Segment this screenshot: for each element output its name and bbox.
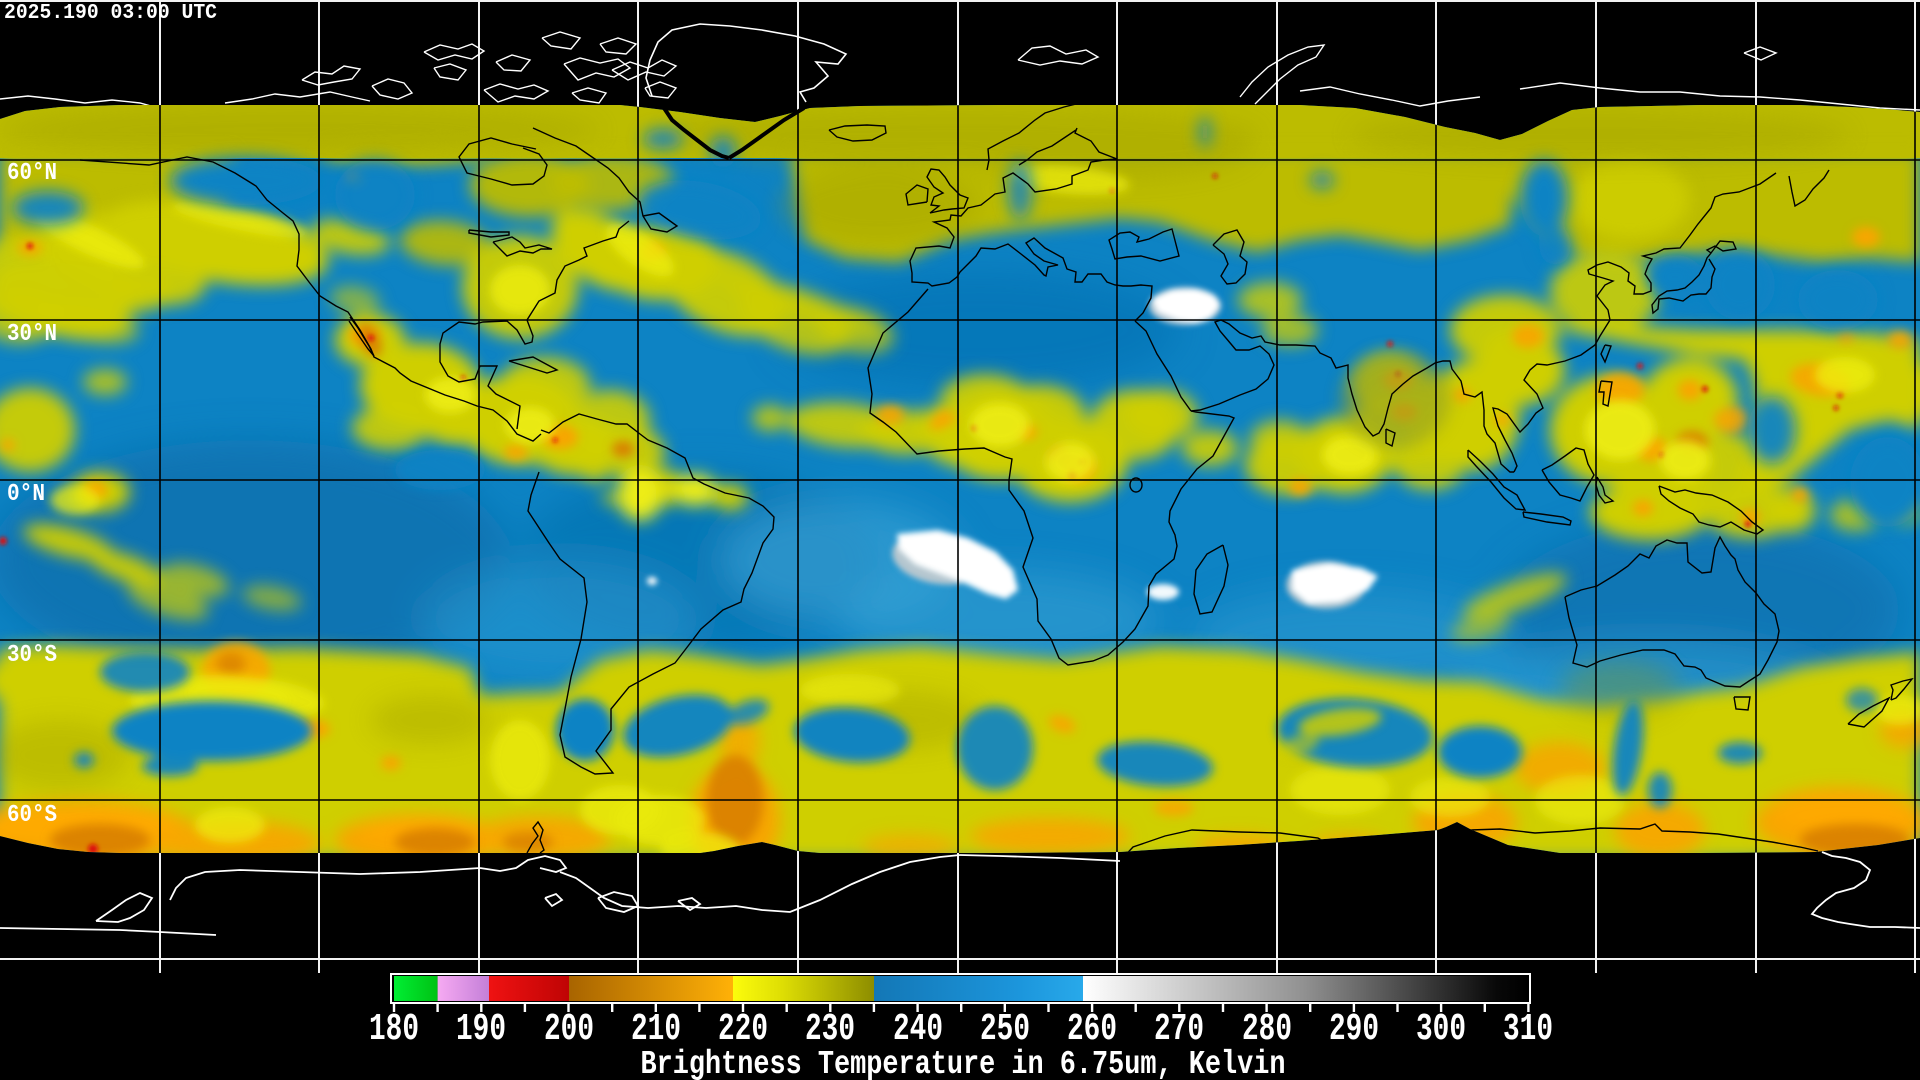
svg-text:310: 310: [1503, 1008, 1553, 1051]
svg-text:200: 200: [544, 1008, 594, 1051]
svg-text:290: 290: [1329, 1008, 1379, 1051]
svg-text:60°N: 60°N: [7, 160, 57, 187]
svg-text:0°N: 0°N: [7, 481, 45, 508]
svg-text:280: 280: [1242, 1008, 1292, 1051]
svg-text:230: 230: [805, 1008, 855, 1051]
svg-text:270: 270: [1154, 1008, 1204, 1051]
svg-text:30°S: 30°S: [7, 642, 57, 669]
svg-text:260: 260: [1067, 1008, 1117, 1051]
svg-text:30°N: 30°N: [7, 321, 57, 348]
svg-text:250: 250: [980, 1008, 1030, 1051]
svg-text:300: 300: [1416, 1008, 1466, 1051]
svg-text:220: 220: [718, 1008, 768, 1051]
svg-text:60°S: 60°S: [7, 802, 57, 829]
svg-text:190: 190: [456, 1008, 506, 1051]
svg-text:240: 240: [893, 1008, 943, 1051]
svg-text:210: 210: [631, 1008, 681, 1051]
svg-text:2025.190 03:00 UTC: 2025.190 03:00 UTC: [4, 2, 217, 25]
svg-text:180: 180: [369, 1008, 419, 1051]
svg-text:Brightness Temperature in 6.75: Brightness Temperature in 6.75um, Kelvin: [641, 1046, 1286, 1080]
